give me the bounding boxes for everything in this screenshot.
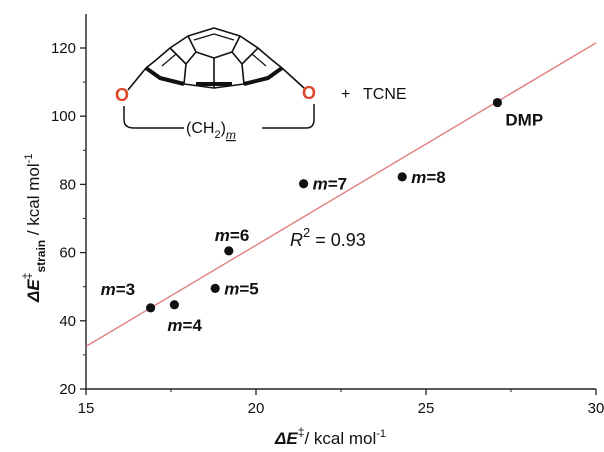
y-title-sub: strain [34, 240, 48, 273]
y-title-exp: -1 [23, 154, 35, 164]
point-label-rest: =4 [183, 316, 203, 335]
x-title-main: ΔE [274, 429, 298, 448]
point-label-italic: m [167, 316, 182, 335]
fit-line [85, 42, 597, 347]
r-squared-annotation: R2 = 0.93 [290, 225, 366, 250]
point-label: m=5 [224, 279, 259, 298]
point-label-italic: m [224, 279, 239, 298]
point-label-italic: m [215, 226, 230, 245]
x-axis-title: ΔE‡/ kcal mol-1 [274, 425, 386, 448]
point-label: m=3 [101, 280, 136, 299]
y-axis-title: ΔE‡strain / kcal mol-1 [20, 154, 48, 303]
reagent-name: TCNE [363, 86, 407, 103]
y-tick-label: 100 [51, 108, 76, 125]
point-label-italic: m [313, 175, 328, 194]
chain-sub-m: m [226, 128, 236, 142]
data-point [299, 179, 309, 189]
point-label: m=8 [411, 168, 446, 187]
pyrene-core [127, 27, 305, 91]
y-title-dagger: ‡ [20, 273, 34, 280]
point-label-rest: =8 [426, 168, 445, 187]
x-title-units: / kcal mol [304, 429, 376, 448]
data-point [397, 172, 407, 182]
oxygen-left: O [115, 85, 129, 105]
x-title-dagger: ‡ [298, 425, 305, 439]
chain-open: (CH [186, 120, 214, 137]
oxygen-right: O [302, 83, 316, 103]
chain-label: (CH2)m [186, 120, 236, 142]
r-letter: R [290, 230, 303, 250]
chain-sub-2: 2 [214, 129, 220, 141]
r-exponent: 2 [303, 225, 310, 240]
point-label: m=4 [167, 316, 202, 335]
data-point [492, 97, 502, 108]
point-label: DMP [505, 111, 543, 130]
point-label: m=6 [215, 226, 250, 245]
point-label-rest: =6 [230, 226, 249, 245]
plus-sign: + [341, 86, 350, 103]
r-value: = 0.93 [310, 230, 366, 250]
x-tick-label: 30 [588, 400, 604, 417]
point-label-rest: DMP [505, 111, 543, 130]
y-tick-label: 20 [59, 381, 76, 398]
y-tick-label: 120 [51, 40, 76, 57]
axes [85, 14, 596, 390]
chain-close: ) [221, 120, 226, 137]
x-tick-label: 25 [418, 400, 435, 417]
y-title-main: ΔE [24, 279, 43, 303]
point-label-italic: m [411, 168, 426, 187]
data-point [224, 246, 234, 256]
data-point [146, 303, 156, 313]
x-tick-label: 15 [78, 400, 95, 417]
y-tick-label: 40 [59, 313, 76, 330]
x-title-exp: -1 [376, 428, 386, 440]
point-label-rest: =7 [328, 175, 347, 194]
data-points [146, 97, 502, 313]
chain-bridge [123, 104, 315, 129]
y-tick-label: 80 [59, 176, 76, 193]
molecule-structure: O O + TCNE (CH2)m [115, 27, 407, 142]
point-label-rest: =3 [116, 280, 135, 299]
x-tick-label: 20 [248, 400, 265, 417]
point-label-italic: m [101, 280, 116, 299]
y-tick-label: 60 [59, 245, 76, 262]
point-label: m=7 [313, 175, 348, 194]
point-label-rest: =5 [239, 279, 258, 298]
y-ticks: 20 40 60 80 100 120 [51, 40, 86, 398]
y-title-units: / kcal mol [24, 163, 43, 240]
data-point [169, 300, 179, 310]
data-point [210, 283, 220, 294]
x-ticks: 15 20 25 30 [78, 389, 604, 417]
